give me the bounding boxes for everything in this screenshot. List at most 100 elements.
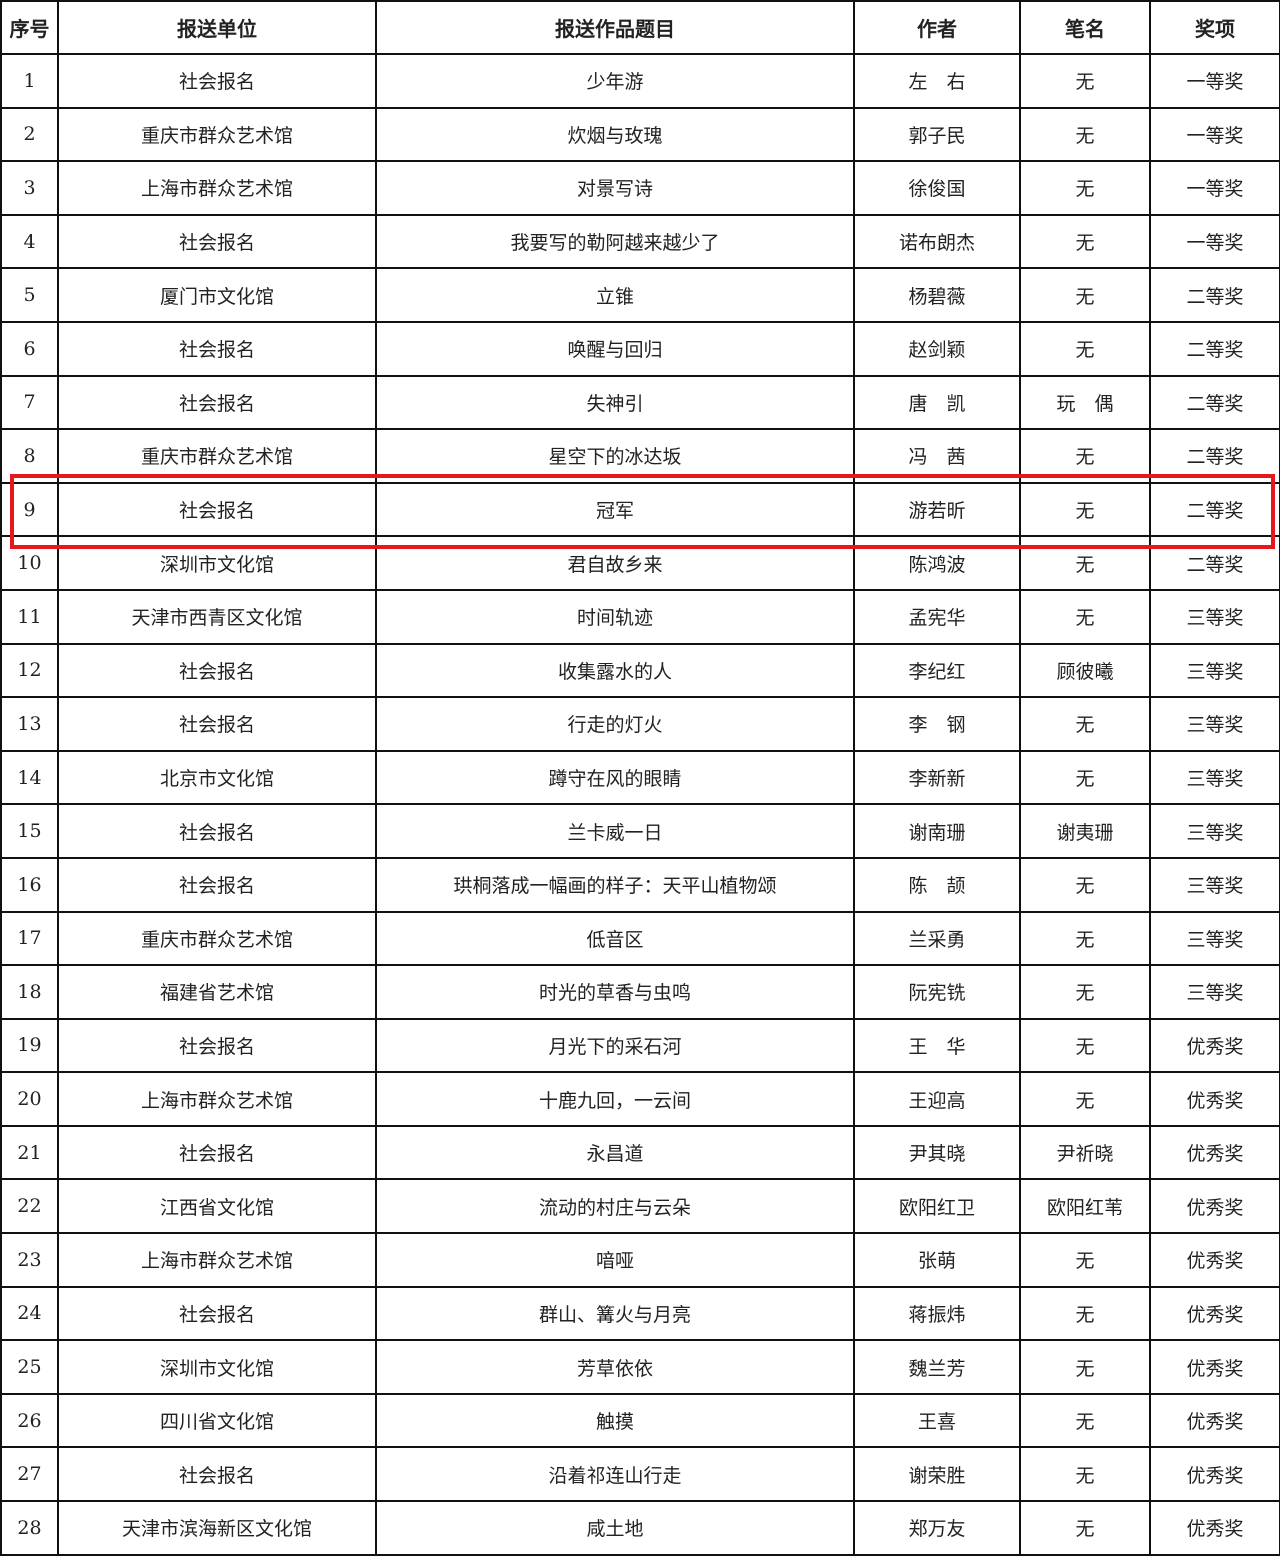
cell-author: 尹其晓 <box>853 1124 1021 1181</box>
cell-author: 李 钢 <box>853 696 1021 752</box>
cell-title: 行走的灯火 <box>375 696 855 752</box>
cell-title: 流动的村庄与云朵 <box>375 1178 855 1235</box>
header-unit: 报送单位 <box>57 0 377 55</box>
cell-award: 一等奖 <box>1149 53 1280 109</box>
cell-author: 赵剑颖 <box>853 320 1021 377</box>
cell-award: 优秀奖 <box>1149 1232 1280 1288</box>
cell-award: 三等奖 <box>1149 749 1280 806</box>
cell-unit: 社会报名 <box>57 696 377 752</box>
cell-author: 游若昕 <box>853 481 1021 538</box>
cell-award: 一等奖 <box>1149 106 1280 163</box>
cell-unit: 社会报名 <box>57 803 377 859</box>
cell-title: 低音区 <box>375 910 855 967</box>
cell-pen-name: 无 <box>1019 106 1151 163</box>
cell-author: 谢南珊 <box>853 803 1021 859</box>
cell-unit: 社会报名 <box>57 856 377 913</box>
cell-award: 二等奖 <box>1149 267 1280 323</box>
table-row: 17 重庆市群众艺术馆 低音区 兰采勇无三等奖 <box>0 910 1280 967</box>
table-row: 4 社会报名 我要写的勒阿越来越少了 诺布朗杰无一等奖 <box>0 213 1280 270</box>
header-author: 作者 <box>853 0 1021 55</box>
cell-index: 17 <box>0 910 59 967</box>
cell-award: 一等奖 <box>1149 160 1280 216</box>
cell-index: 7 <box>0 374 59 431</box>
cell-title: 时光的草香与虫鸣 <box>375 964 855 1020</box>
cell-award: 三等奖 <box>1149 964 1280 1020</box>
table-row: 6 社会报名 唤醒与回归 赵剑颖无二等奖 <box>0 320 1280 377</box>
cell-author: 唐 凯 <box>853 374 1021 431</box>
cell-author: 阮宪铣 <box>853 964 1021 1020</box>
cell-pen-name: 顾彼曦 <box>1019 642 1151 699</box>
cell-author: 王迎高 <box>853 1071 1021 1127</box>
cell-title: 收集露水的人 <box>375 642 855 699</box>
cell-award: 二等奖 <box>1149 374 1280 431</box>
cell-author: 孟宪华 <box>853 588 1021 645</box>
cell-pen-name: 无 <box>1019 267 1151 323</box>
cell-award: 优秀奖 <box>1149 1178 1280 1235</box>
cell-title: 星空下的冰达坂 <box>375 428 855 484</box>
cell-title: 咸土地 <box>375 1500 855 1556</box>
cell-title: 时间轨迹 <box>375 588 855 645</box>
table-row: 15 社会报名 兰卡威一日 谢南珊 谢夷珊 三等奖 <box>0 803 1280 859</box>
cell-index: 6 <box>0 320 59 377</box>
cell-title: 对景写诗 <box>375 160 855 216</box>
cell-unit: 社会报名 <box>57 481 377 538</box>
cell-index: 28 <box>0 1500 59 1556</box>
cell-pen-name: 欧阳红苇 <box>1019 1178 1151 1235</box>
cell-award: 优秀奖 <box>1149 1285 1280 1342</box>
table-row: 5 厦门市文化馆 立锥 杨碧薇无二等奖 <box>0 267 1280 323</box>
cell-author: 郭子民 <box>853 106 1021 163</box>
table-row: 22 江西省文化馆 流动的村庄与云朵 欧阳红卫 欧阳红苇 优秀奖 <box>0 1178 1280 1235</box>
cell-index: 3 <box>0 160 59 216</box>
table-row: 23 上海市群众艺术馆 喑哑 张萌无优秀奖 <box>0 1232 1280 1288</box>
cell-unit: 重庆市群众艺术馆 <box>57 910 377 967</box>
cell-index: 16 <box>0 856 59 913</box>
cell-unit: 上海市群众艺术馆 <box>57 1071 377 1127</box>
cell-award: 优秀奖 <box>1149 1017 1280 1074</box>
table-row: 9 社会报名 冠军 游若昕无二等奖 <box>0 481 1280 538</box>
cell-unit: 上海市群众艺术馆 <box>57 160 377 216</box>
table-row: 3 上海市群众艺术馆 对景写诗 徐俊国无一等奖 <box>0 160 1280 216</box>
cell-title: 十鹿九回，一云间 <box>375 1071 855 1127</box>
cell-award: 三等奖 <box>1149 910 1280 967</box>
table-row: 10 深圳市文化馆 君自故乡来 陈鸿波无二等奖 <box>0 535 1280 591</box>
cell-index: 25 <box>0 1339 59 1395</box>
cell-index: 27 <box>0 1446 59 1503</box>
cell-index: 23 <box>0 1232 59 1288</box>
cell-title: 君自故乡来 <box>375 535 855 591</box>
cell-title: 我要写的勒阿越来越少了 <box>375 213 855 270</box>
cell-unit: 重庆市群众艺术馆 <box>57 428 377 484</box>
cell-author: 冯 茜 <box>853 428 1021 484</box>
cell-award: 三等奖 <box>1149 588 1280 645</box>
header-title: 报送作品题目 <box>375 0 855 55</box>
table-row: 26 四川省文化馆 触摸 王喜无优秀奖 <box>0 1392 1280 1449</box>
table-row: 18 福建省艺术馆 时光的草香与虫鸣 阮宪铣无三等奖 <box>0 964 1280 1020</box>
cell-unit: 社会报名 <box>57 53 377 109</box>
cell-award: 三等奖 <box>1149 803 1280 859</box>
cell-unit: 社会报名 <box>57 1446 377 1503</box>
table-row: 14 北京市文化馆 蹲守在风的眼睛 李新新无三等奖 <box>0 749 1280 806</box>
cell-author: 蒋振炜 <box>853 1285 1021 1342</box>
cell-index: 14 <box>0 749 59 806</box>
cell-index: 20 <box>0 1071 59 1127</box>
cell-author: 魏兰芳 <box>853 1339 1021 1395</box>
cell-award: 优秀奖 <box>1149 1392 1280 1449</box>
header-award: 奖项 <box>1149 0 1280 55</box>
cell-award: 三等奖 <box>1149 696 1280 752</box>
cell-author: 徐俊国 <box>853 160 1021 216</box>
cell-index: 15 <box>0 803 59 859</box>
cell-pen-name: 无 <box>1019 160 1151 216</box>
cell-author: 王喜 <box>853 1392 1021 1449</box>
table-row: 21 社会报名 永昌道 尹其晓 尹祈晓 优秀奖 <box>0 1124 1280 1181</box>
cell-pen-name: 无 <box>1019 213 1151 270</box>
cell-author: 李纪红 <box>853 642 1021 699</box>
table-body: 1 社会报名 少年游左 右无一等奖 2 重庆市群众艺术馆 炊烟与玫瑰 郭子民无一等奖 3 上海市… <box>0 53 1280 1556</box>
cell-author: 杨碧薇 <box>853 267 1021 323</box>
cell-award: 三等奖 <box>1149 642 1280 699</box>
cell-award: 二等奖 <box>1149 481 1280 538</box>
cell-index: 12 <box>0 642 59 699</box>
cell-unit: 北京市文化馆 <box>57 749 377 806</box>
cell-author: 张萌 <box>853 1232 1021 1288</box>
cell-title: 冠军 <box>375 481 855 538</box>
cell-author: 诺布朗杰 <box>853 213 1021 270</box>
cell-unit: 江西省文化馆 <box>57 1178 377 1235</box>
